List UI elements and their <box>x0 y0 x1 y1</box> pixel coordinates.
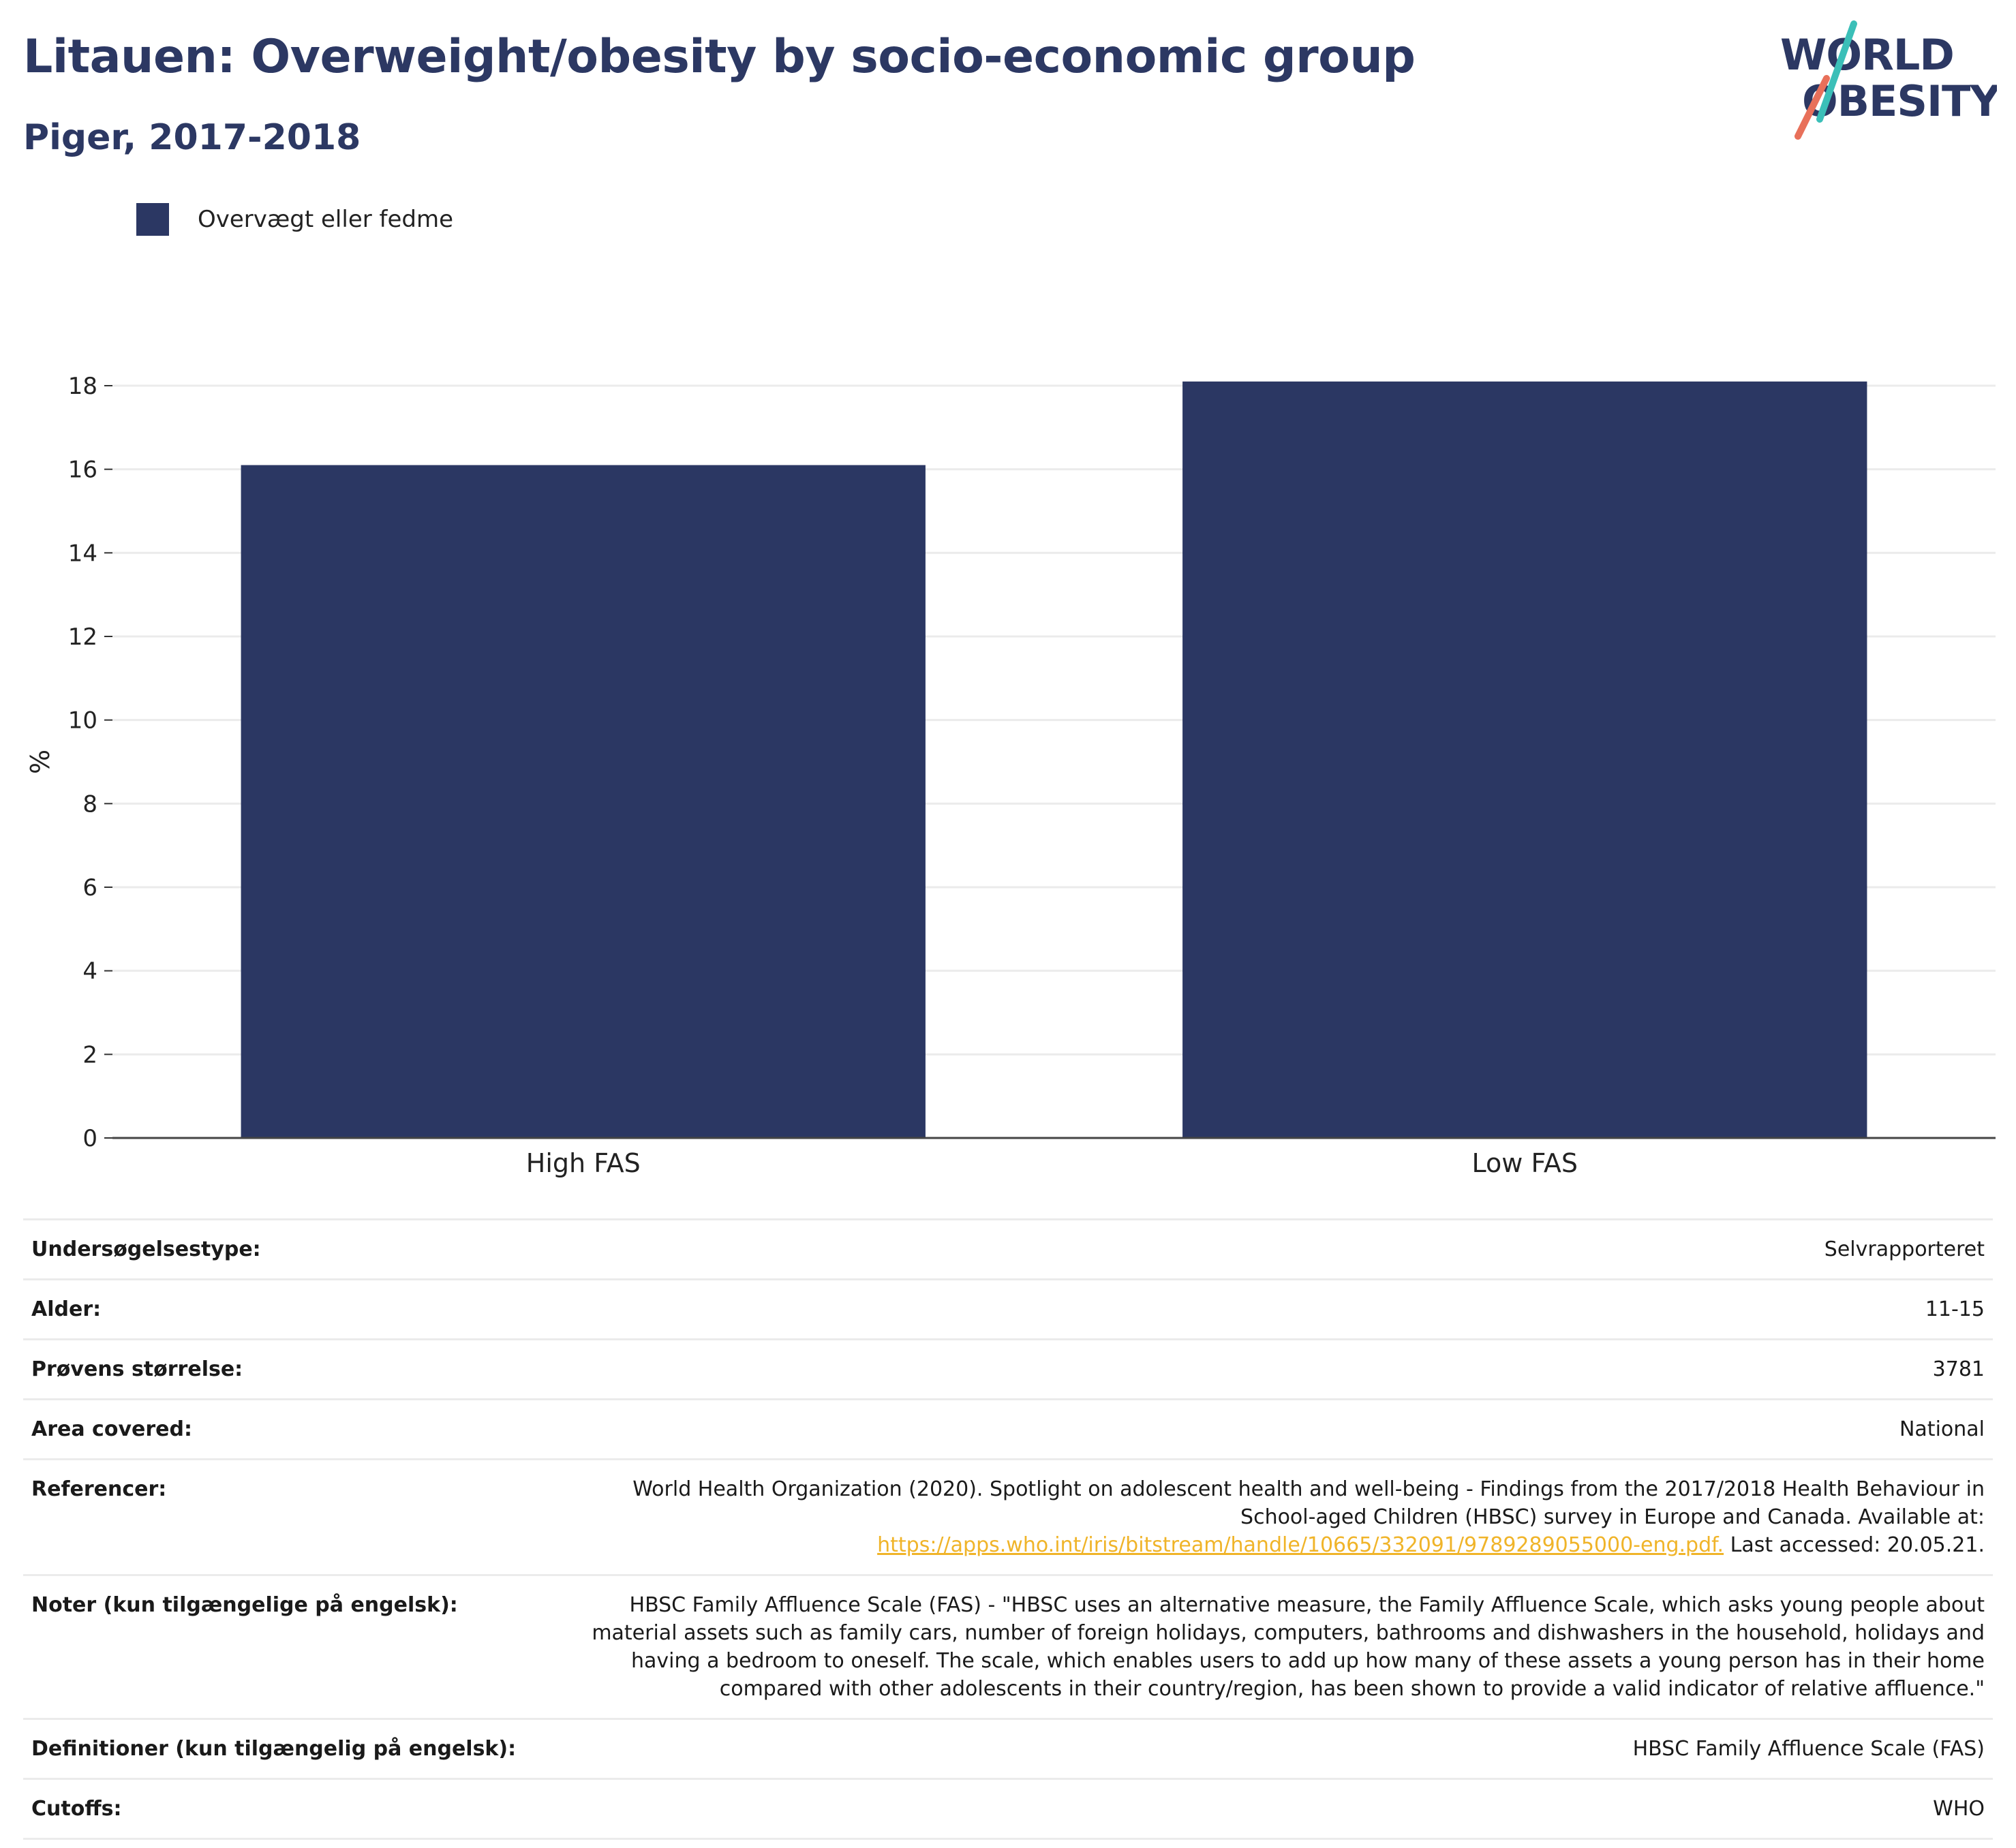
age-value: 11-15 <box>571 1278 1993 1340</box>
y-tick-label: 0 <box>82 1125 97 1152</box>
bar-chart: 0 2 4 6 8 10 12 14 16 18% High FAS Low FAS <box>25 373 1996 1178</box>
chart-legend[interactable]: Overvægt eller fedme <box>136 203 453 236</box>
logo-slash-teal <box>1816 20 1857 123</box>
page-title: Litauen: Overweight/obesity by socio-eco… <box>23 30 1416 84</box>
world-obesity-logo: WORLD OBESITY <box>1780 20 1997 140</box>
y-tick-label: 6 <box>82 874 97 902</box>
info-row-area: Area covered: National <box>23 1398 1993 1460</box>
y-axis-title: % <box>25 750 55 774</box>
bar <box>241 465 926 1138</box>
cutoffs-label: Cutoffs: <box>23 1778 571 1840</box>
references-value: World Health Organization (2020). Spotli… <box>571 1458 1993 1575</box>
info-row-definitions: Definitioner (kun tilgængelig på engelsk… <box>23 1718 1993 1779</box>
notes-label: Noter (kun tilgængelige på engelsk): <box>23 1574 571 1719</box>
y-tick-label: 18 <box>68 373 97 400</box>
x-tick-label: Low FAS <box>1472 1148 1578 1178</box>
sample-size-label: Prøvens størrelse: <box>23 1338 571 1400</box>
info-row-age: Alder: 11-15 <box>23 1278 1993 1340</box>
info-row-cutoffs: Cutoffs: WHO <box>23 1778 1993 1840</box>
info-row-notes: Noter (kun tilgængelige på engelsk): HBS… <box>23 1574 1993 1719</box>
y-tick-label: 2 <box>82 1041 97 1068</box>
y-tick-label: 14 <box>68 540 97 567</box>
y-tick-label: 8 <box>82 790 97 818</box>
references-label: Referencer: <box>23 1458 571 1575</box>
survey-type-label: Undersøgelsestype: <box>23 1218 571 1280</box>
legend-label: Overvægt eller fedme <box>198 206 454 233</box>
page-subtitle: Piger, 2017-2018 <box>23 117 361 158</box>
y-tick-label: 4 <box>82 958 97 985</box>
references-suffix: Last accessed: 20.05.21. <box>1730 1533 1985 1557</box>
survey-type-value: Selvrapporteret <box>571 1218 1993 1280</box>
info-table: Undersøgelsestype: Selvrapporteret Alder… <box>23 1218 1993 1840</box>
y-tick-label: 16 <box>68 457 97 484</box>
y-tick-label: 10 <box>68 707 97 735</box>
bar <box>1182 381 1867 1138</box>
logo-text-world: WORLD <box>1780 30 1954 80</box>
area-label: Area covered: <box>23 1398 571 1460</box>
info-row-survey-type: Undersøgelsestype: Selvrapporteret <box>23 1218 1993 1280</box>
cutoffs-value: WHO <box>571 1778 1993 1840</box>
area-value: National <box>571 1398 1993 1460</box>
y-tick-label: 12 <box>68 623 97 651</box>
references-text: World Health Organization (2020). Spotli… <box>632 1477 1985 1529</box>
sample-size-value: 3781 <box>571 1338 1993 1400</box>
definitions-label: Definitioner (kun tilgængelig på engelsk… <box>23 1718 571 1779</box>
legend-swatch <box>136 203 169 236</box>
notes-value: HBSC Family Affluence Scale (FAS) - "HBS… <box>571 1574 1993 1719</box>
info-row-sample-size: Prøvens størrelse: 3781 <box>23 1338 1993 1400</box>
logo-slash-coral <box>1794 75 1830 140</box>
definitions-value: HBSC Family Affluence Scale (FAS) <box>571 1718 1993 1779</box>
x-tick-label: High FAS <box>526 1148 641 1178</box>
age-label: Alder: <box>23 1278 571 1340</box>
references-link[interactable]: https://apps.who.int/iris/bitstream/hand… <box>877 1533 1724 1557</box>
info-row-references: Referencer: World Health Organization (2… <box>23 1458 1993 1575</box>
